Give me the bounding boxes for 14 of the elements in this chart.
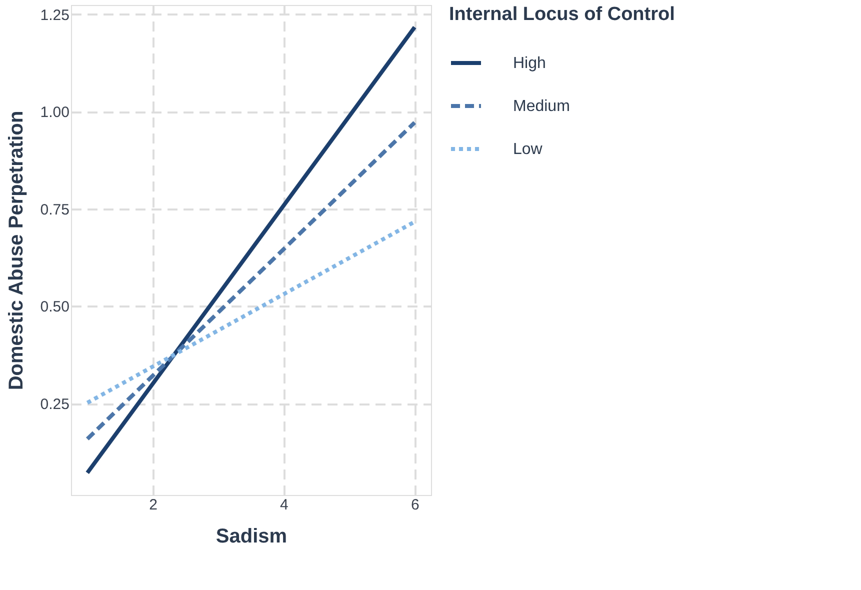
y-tick-label: 0.25 — [40, 396, 70, 414]
y-tick-label: 0.50 — [40, 298, 70, 316]
legend-label: High — [513, 55, 546, 72]
legend-title: Internal Locus of Control — [449, 4, 675, 25]
x-tick-label: 6 — [410, 496, 420, 514]
x-tick-label: 4 — [280, 496, 288, 514]
y-tick-label: 0.75 — [40, 201, 70, 218]
legend-label: Medium — [513, 98, 570, 115]
y-axis-title: Domestic Abuse Perpetration — [5, 110, 28, 390]
y-tick-label: 1.00 — [40, 104, 70, 122]
x-tick-label: 2 — [149, 496, 158, 514]
x-axis-title: Sadism — [216, 526, 288, 548]
legend-label: Low — [513, 141, 543, 158]
y-tick-label: 1.25 — [40, 6, 70, 24]
